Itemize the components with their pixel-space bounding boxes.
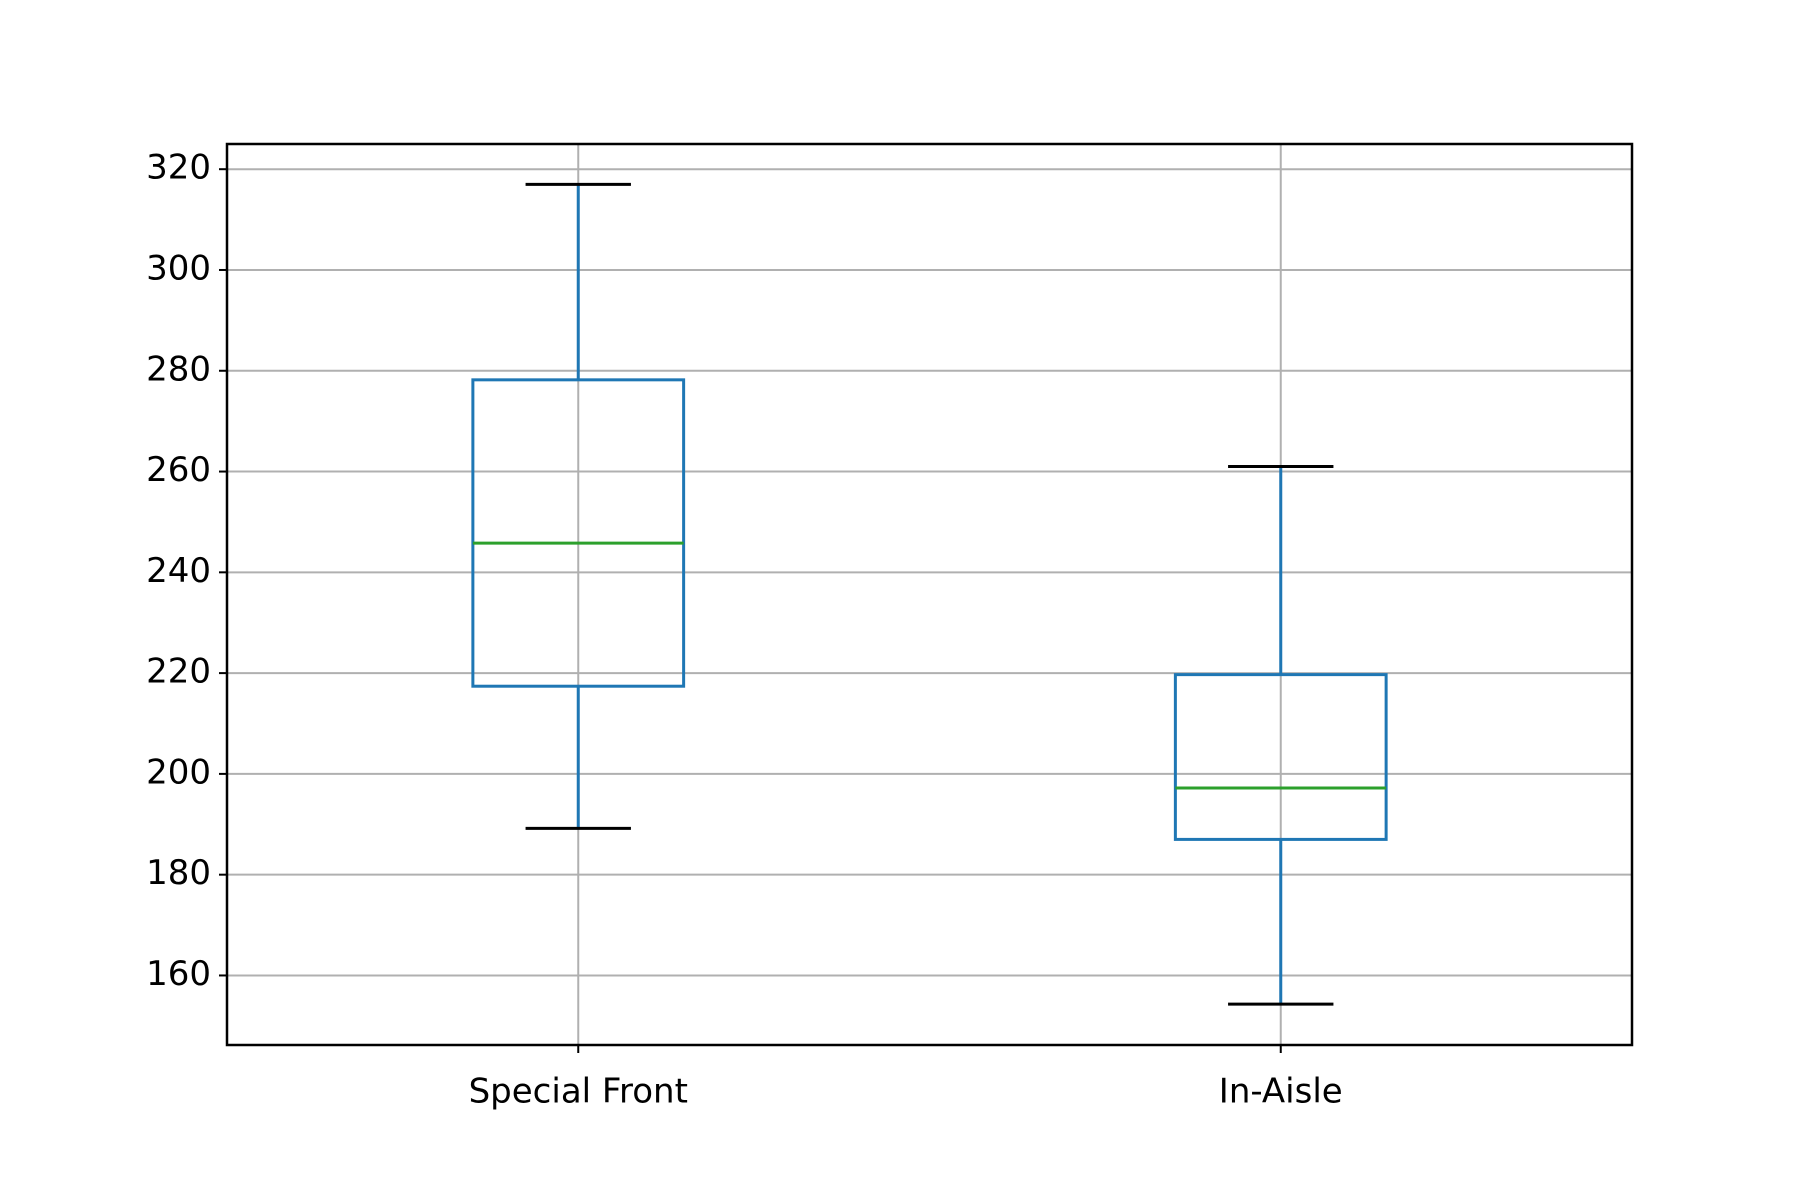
x-tick-label: Special Front xyxy=(469,1072,688,1112)
y-tick-label: 160 xyxy=(146,954,211,994)
box xyxy=(1173,673,1388,841)
y-tick-label: 180 xyxy=(146,853,211,893)
plot-frame xyxy=(225,142,1634,1047)
y-tick-label: 200 xyxy=(146,752,211,792)
box xyxy=(471,378,686,688)
y-tick-label: 240 xyxy=(146,551,211,591)
y-tick-label: 280 xyxy=(146,349,211,389)
y-tick-label: 220 xyxy=(146,652,211,692)
y-tick-label: 260 xyxy=(146,450,211,490)
y-tick-label: 300 xyxy=(146,248,211,288)
y-tick-label: 320 xyxy=(146,148,211,188)
x-tick-label: In-Aisle xyxy=(1219,1072,1343,1112)
